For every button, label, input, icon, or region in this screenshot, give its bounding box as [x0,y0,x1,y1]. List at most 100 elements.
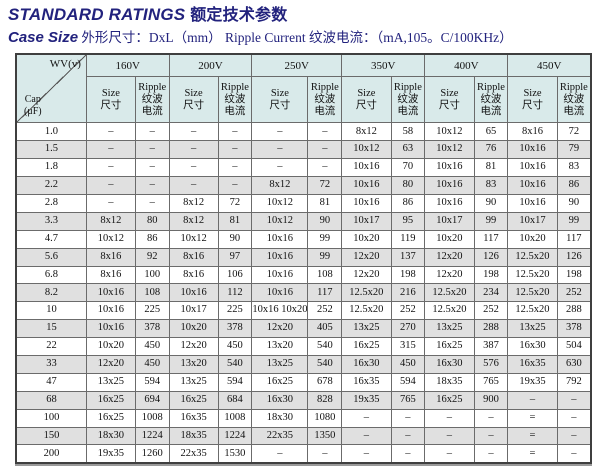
ripple-cell: – [134,176,170,195]
subtitle-english: Case Size [8,29,79,47]
size-cell: 19x35 [341,390,392,410]
table-row-cap-2.8: 2.8– –8x12 72 10x12 81 10x16 86 10x16 90 10x16 90 [15,193,592,213]
ripple-cell: 450 [217,337,253,356]
size-cell: 16x30 [507,337,558,356]
datasheet-page: STANDARD RATINGS 额定技术参数 Case Size 外形尺寸：D… [8,5,592,465]
size-cell: 13x20 [251,337,309,356]
size-cell: 12x20 [251,319,309,339]
title-english: STANDARD RATINGS [8,5,186,24]
size-cell: 10x17 [168,301,219,321]
size-cell: 19x35 [85,444,136,464]
ripple-cell: 450 [134,337,170,356]
size-cell: 12.5x20 [507,283,558,303]
size-cell: 10x16 [251,265,309,285]
size-cell: – [85,158,136,178]
size-cell: – [85,193,136,213]
table-row-cap-15: 15 10x16 378 10x20 378 12x20 405 13x25 270 13x25 2… [15,319,592,339]
ratings-table-head: WV(v) Cap (μF) 160V 200V 250V 350V 400V 450V S… [15,53,592,124]
size-cell: 13x25 [507,319,558,339]
ripple-cell: 99 [307,247,343,267]
cap-cell: 47 [15,372,87,392]
cap-cell: 5.6 [15,247,87,267]
size-cell: 16x30 [424,354,475,374]
voltage-header-450v: 450V [507,53,592,78]
ripple-cell: – [307,444,343,464]
size-cell: 10x20 [85,337,136,356]
ripple-cell: 100 [134,265,170,285]
size-subheader-200v: Size 尺寸 [168,76,219,124]
size-cell: 8x12 [168,211,219,231]
ripple-cell: 95 [390,211,426,231]
size-cell: 10x12 [424,140,475,160]
ripple-cell: 92 [134,247,170,267]
size-cell: – [168,176,219,195]
size-cell: – [85,122,136,142]
size-cell: 16x35 [341,372,392,392]
ripple-cell: 450 [390,354,426,374]
table-row-cap-1.8: 1.8– – – – – –10x16 70 10x16 81 10x16 83 [15,158,592,178]
ripple-cell: 270 [390,319,426,339]
ripple-cell: 80 [134,211,170,231]
corner-cell: WV(v) Cap (μF) [15,53,87,124]
table-row-cap-200: 200 19x35 1260 22x35 1530– – – – – – = – [15,444,592,464]
size-cell: 10x16 [341,158,392,178]
ripple-cell: 1080 [307,408,343,428]
ripple-cell: 288 [556,301,592,321]
size-cell: – [341,444,392,464]
size-cell: 10x16 [251,247,309,267]
table-row-cap-68: 68 16x25 694 16x25 684 16x30 828 19x35 765 16x25 9… [15,390,592,410]
ripple-cell: – [390,426,426,446]
ripple-cell: 288 [473,319,509,339]
size-cell: 10x20 [507,229,558,249]
cap-cell: 1.0 [15,122,87,142]
ripple-cell: 678 [307,372,343,392]
size-cell: 18x30 [251,408,309,428]
ripple-cell: 252 [556,283,592,303]
size-cell: 18x35 [424,372,475,392]
ripple-cell: – [307,158,343,178]
ripple-cell: 576 [473,354,509,374]
ripple-cell: 65 [473,122,509,142]
ripple-cell: 405 [307,319,343,339]
ripple-cell: – [134,140,170,160]
size-subheader-250v: Size 尺寸 [251,76,309,124]
ripple-cell: 112 [217,283,253,303]
voltage-header-row: WV(v) Cap (μF) 160V 200V 250V 350V 400V 450V [15,53,592,124]
cap-cell: 8.2 [15,283,87,303]
size-cell: – [168,158,219,178]
size-cell: 8x16 [168,265,219,285]
size-cell: – [85,140,136,160]
ripple-cell: – [556,426,592,446]
table-row-cap-8.2: 8.2 10x16 108 10x16 112 10x16 117 12.5x20 216 12.… [15,283,592,303]
ripple-cell: 72 [307,176,343,195]
size-cell: 10x20 [341,229,392,249]
size-cell: 22x35 [168,444,219,464]
ripple-cell: 80 [390,176,426,195]
size-cell: 16x25 [85,390,136,410]
ripple-cell: – [307,122,343,142]
ripple-cell: 90 [556,193,592,213]
ripple-cell: – [473,426,509,446]
size-cell: 8x16 [507,122,558,142]
ripple-cell: 225 [217,301,253,321]
size-cell: 12x20 [424,247,475,267]
ripple-cell: 83 [556,158,592,178]
size-cell: 16x35 [168,408,219,428]
ripple-cell: 252 [307,301,343,321]
size-cell: 10x20 [168,319,219,339]
corner-cap-label: Cap (μF) [24,94,42,118]
ripple-cell: 540 [307,354,343,374]
size-cell: 12x20 [341,265,392,285]
ripple-cell: – [134,122,170,142]
size-cell: 12.5x20 [507,265,558,285]
size-cell: 13x25 [251,354,309,374]
ripple-cell: 630 [556,354,592,374]
voltage-header-400v: 400V [424,53,509,78]
ripple-cell: 765 [473,372,509,392]
size-cell: 10x12 [424,122,475,142]
ripple-cell: 106 [217,265,253,285]
ripple-cell: 108 [134,283,170,303]
ripple-cell: – [217,122,253,142]
ripple-cell: 90 [473,193,509,213]
ratings-table: WV(v) Cap (μF) 160V 200V 250V 350V 400V 450V S… [15,53,592,465]
